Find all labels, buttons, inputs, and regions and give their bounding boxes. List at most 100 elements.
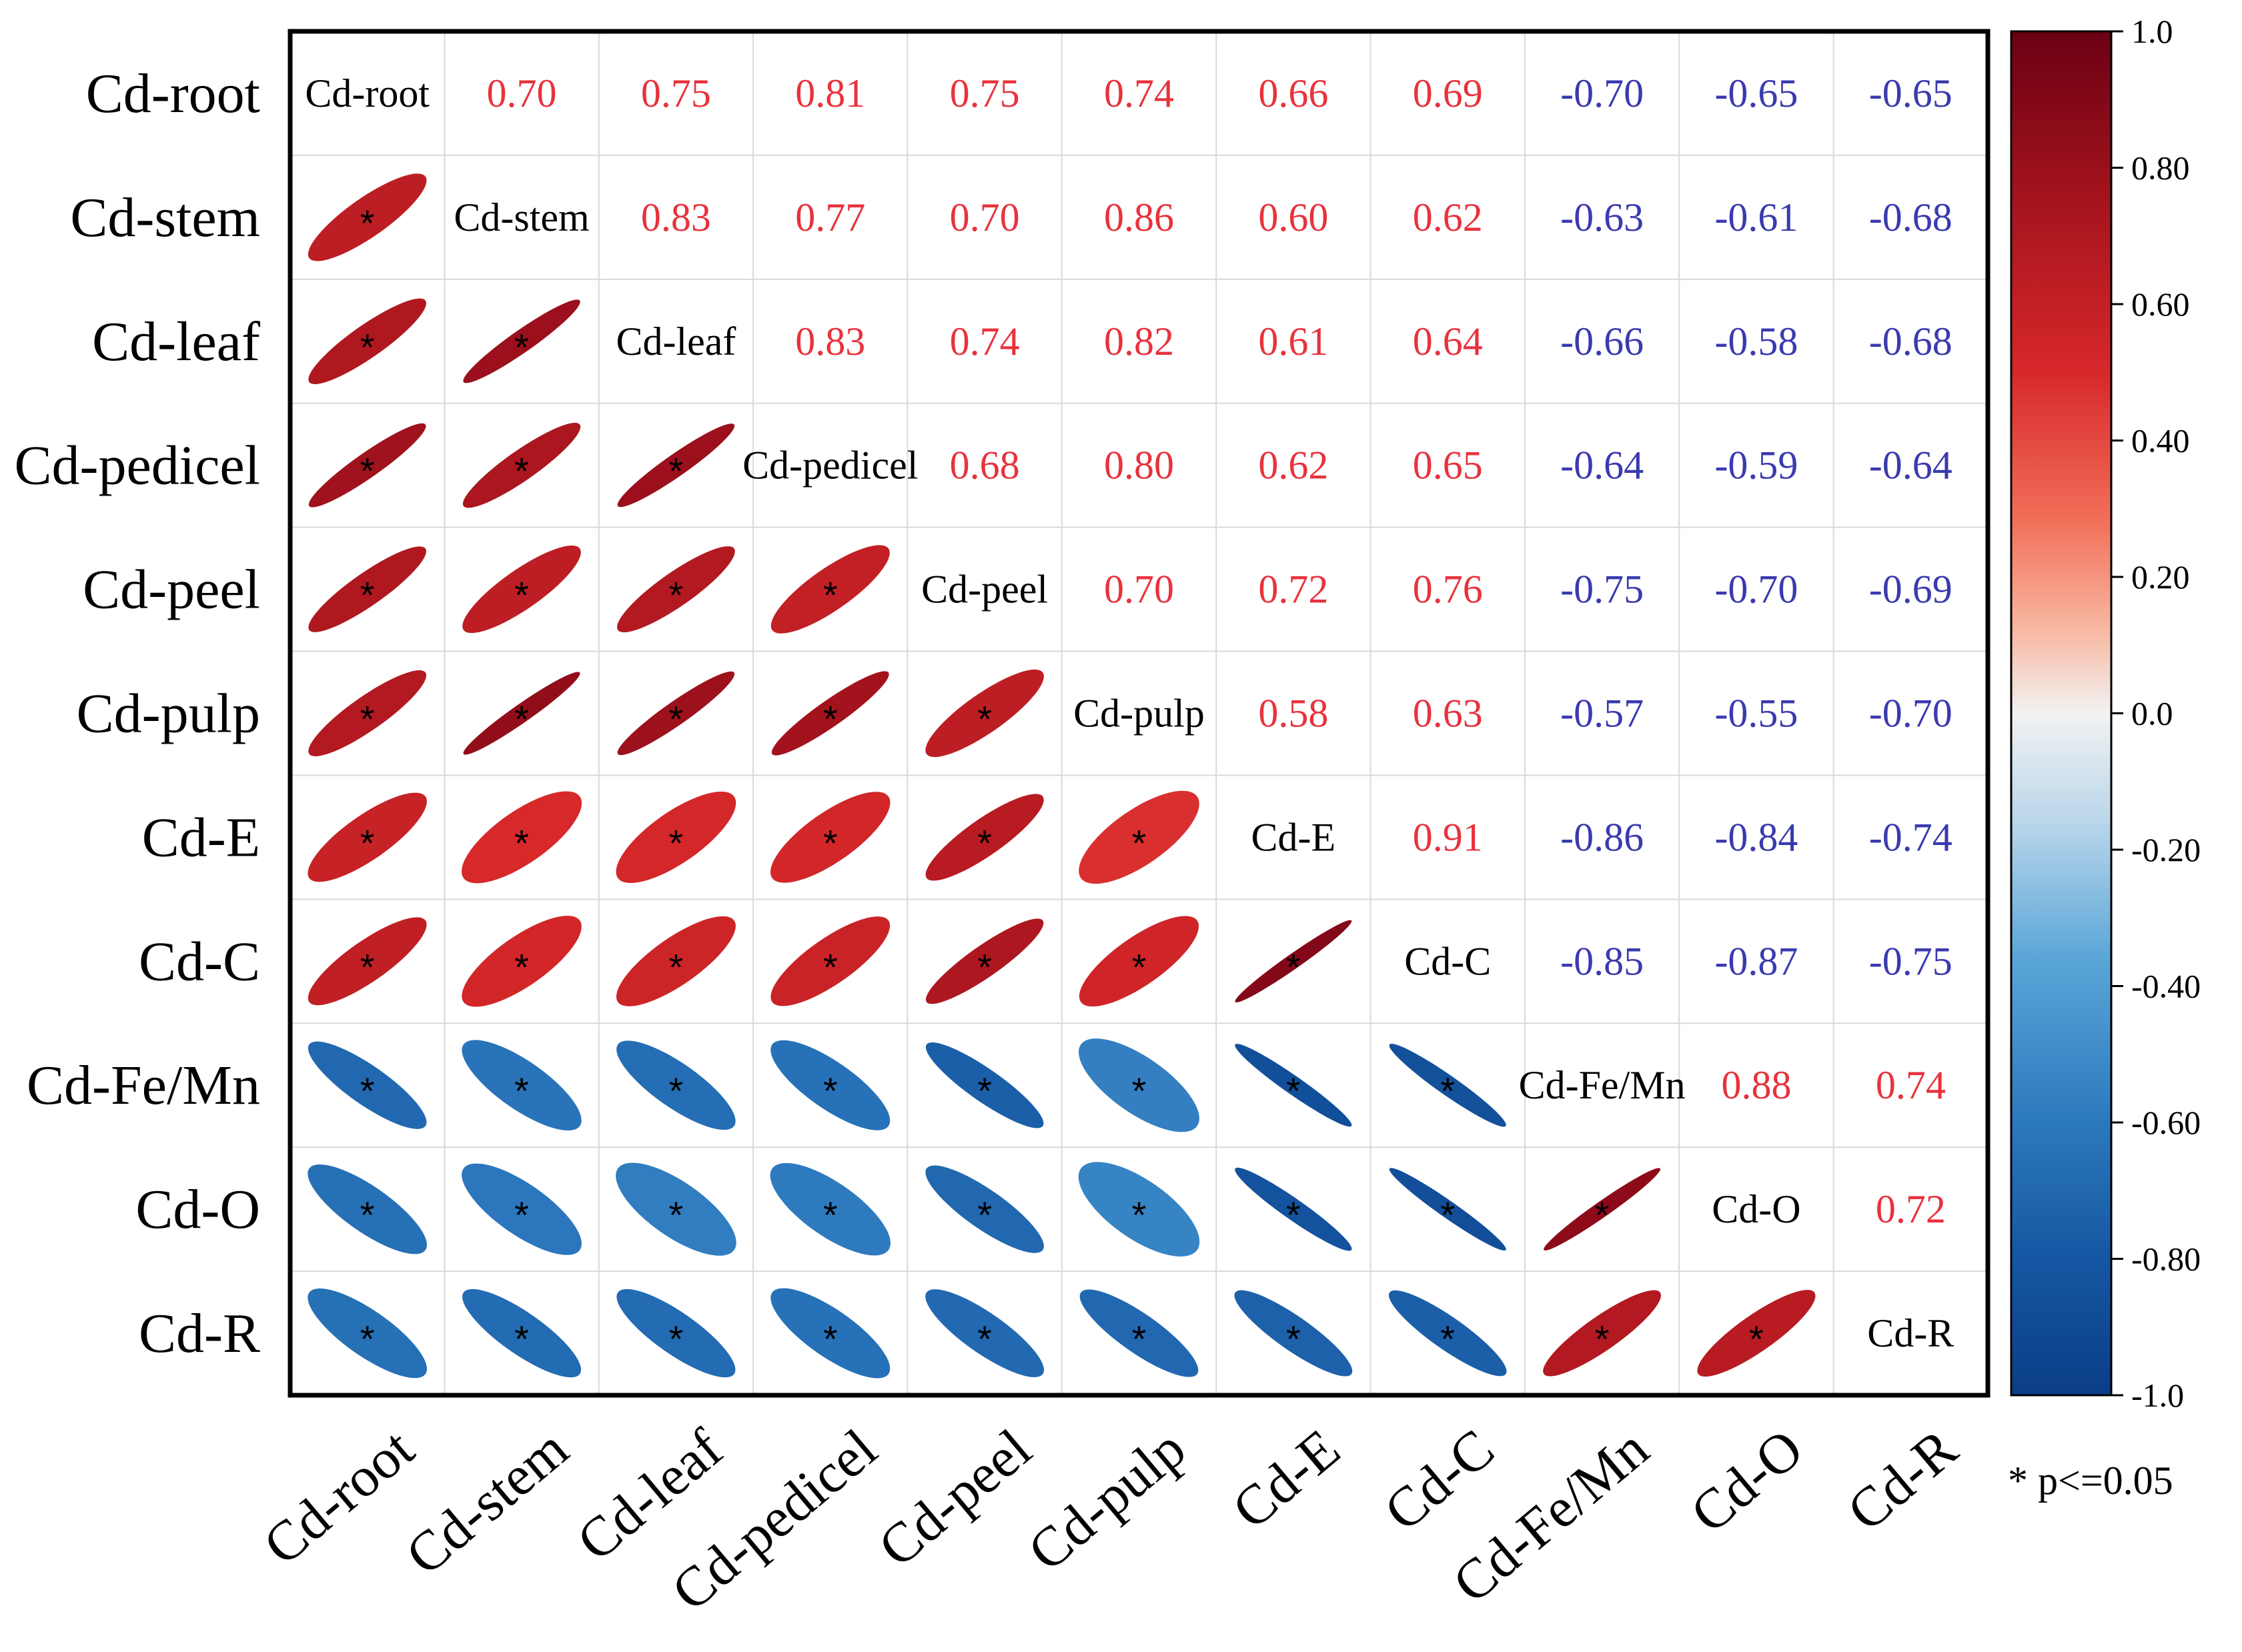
correlation-value: 0.63 [1413,692,1483,736]
correlation-ellipse [770,1040,891,1130]
row-label: Cd-peel [83,559,260,621]
correlation-ellipse [616,1289,736,1378]
colorbar-tick-label: 0.0 [2131,695,2173,732]
column-label: Cd-root [252,1417,426,1577]
correlation-ellipse [1234,1290,1353,1377]
correlation-value: 0.83 [641,195,711,239]
significance-star: * [669,1070,684,1112]
column-label: Cd-R [1836,1417,1969,1543]
colorbar-tick-label: 0.80 [2131,149,2190,187]
significance-star: * [669,822,684,864]
correlation-value: 0.65 [1413,444,1483,488]
correlation-ellipse [925,918,1044,1004]
correlation-ellipse [1389,1044,1506,1127]
colorbar-tick-label: 1.0 [2131,13,2173,50]
diagonal-label: Cd-O [1712,1187,1800,1231]
correlation-ellipse [308,1041,427,1129]
column-label: Cd-pulp [1017,1417,1197,1583]
column-label: Cd-C [1373,1417,1506,1543]
correlation-ellipse [462,546,581,634]
correlation-value: 0.62 [1413,195,1483,239]
correlation-value: -0.68 [1869,195,1952,239]
colorbar-gradient [2010,30,2113,1397]
correlation-ellipse [462,916,582,1007]
correlation-value: 0.82 [1104,319,1174,363]
correlation-ellipse [462,791,582,884]
significance-star: * [977,1318,992,1360]
correlation-ellipse [770,1162,891,1256]
correlation-value: 0.86 [1104,195,1174,239]
correlation-ellipse [616,1162,736,1256]
correlation-value: 0.69 [1413,71,1483,115]
correlation-ellipse [1388,1290,1507,1377]
significance-star: * [823,574,838,616]
correlation-ellipse [925,669,1044,758]
correlation-value: 0.68 [950,444,1020,488]
significance-star: * [360,946,375,988]
diagonal-label: Cd-Fe/Mn [1519,1063,1686,1107]
correlation-ellipse [616,1040,736,1130]
correlation-ellipse [1544,1168,1661,1251]
significance-star: * [823,1070,838,1112]
significance-star: * [669,450,684,492]
correlation-ellipse [308,792,427,882]
colorbar: 1.0 0.80 0.60 0.40 0.20 0.0 -0.20 -0.40 -0.60 -0.… [2010,13,2201,1414]
diagonal-label: Cd-stem [454,195,589,239]
correlation-ellipse [616,791,736,883]
correlation-value: 0.72 [1876,1187,1946,1231]
correlation-ellipse [770,792,891,883]
diagonal-label: Cd-peel [921,568,1048,612]
significance-star: * [1440,1070,1455,1112]
correlation-ellipse [1235,1167,1352,1251]
diagonal-label: Cd-E [1251,815,1336,859]
correlation-value: 0.70 [950,195,1020,239]
correlation-ellipse [770,1288,891,1379]
column-label: Cd-stem [394,1417,580,1587]
matrix-cells: Cd-root 0.70 0.75 0.81 0.75 0.74 0.66 0.69 -0.70… [305,71,1954,1379]
significance-star: * [1749,1318,1764,1360]
correlation-value: -0.69 [1869,568,1952,612]
correlation-ellipse [1079,916,1199,1007]
correlation-value: 0.74 [1104,71,1174,115]
diagonal-label: Cd-C [1404,939,1491,983]
diagonal-label: Cd-leaf [616,319,736,363]
significance-star: * [514,574,529,616]
significance-star: * [514,1318,529,1360]
significance-star: * [823,946,838,988]
correlation-ellipse [617,424,735,508]
correlation-ellipse [1079,1038,1199,1132]
correlation-value: -0.59 [1714,444,1798,488]
correlation-value: -0.75 [1869,939,1952,983]
significance-star: * [1132,946,1147,988]
correlation-ellipse [771,671,889,756]
correlation-ellipse [616,916,736,1006]
diagonal-label: Cd-root [305,71,430,115]
significance-star: * [514,450,529,492]
correlation-value: -0.57 [1560,692,1644,736]
row-label: Cd-root [86,63,260,125]
correlation-value: -0.63 [1560,195,1644,239]
correlation-value: -0.74 [1869,815,1952,859]
correlation-value: -0.68 [1869,319,1952,363]
correlation-ellipse [1079,790,1199,884]
correlation-value: 0.66 [1258,71,1328,115]
correlation-ellipse [1543,1290,1661,1377]
significance-star: * [514,822,529,864]
correlation-value: 0.88 [1721,1063,1791,1107]
significance-star: * [977,822,992,864]
correlation-value: -0.58 [1714,319,1798,363]
correlation-value: 0.58 [1258,692,1328,736]
correlation-ellipse [617,671,735,756]
colorbar-tick-label: -0.40 [2131,968,2201,1005]
significance-star: * [1440,1318,1455,1360]
correlation-ellipse [308,423,426,508]
column-label: Cd-O [1679,1417,1814,1545]
correlation-ellipse [925,794,1044,881]
significance-star: * [823,698,838,740]
grid-lines [290,31,1988,1395]
correlation-value: 0.62 [1258,444,1328,488]
correlation-value: -0.87 [1714,939,1798,983]
correlation-ellipse [925,1042,1044,1128]
significance-star: * [669,1318,684,1360]
column-label: Cd-E [1221,1417,1351,1541]
